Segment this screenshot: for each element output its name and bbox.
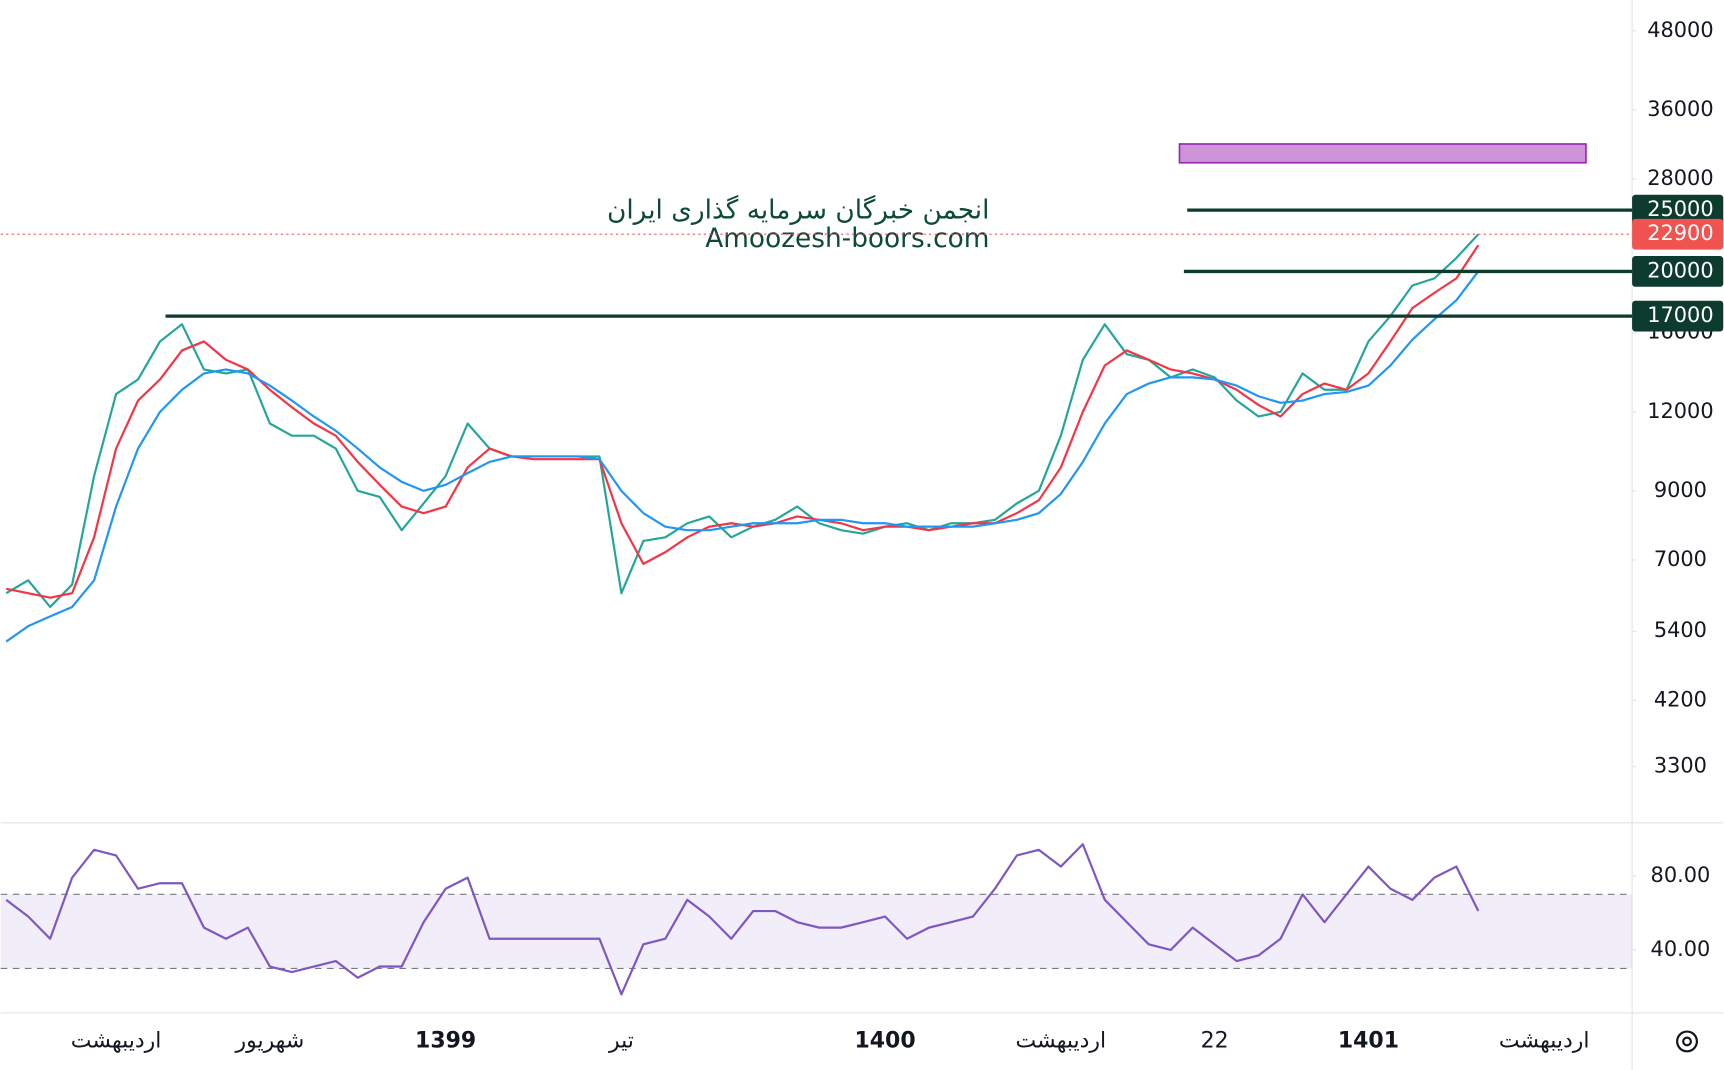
level-label: 25000 (1647, 197, 1713, 221)
series-line (5, 233, 1480, 609)
rsi-band (0, 894, 1633, 969)
level-label-box (1632, 194, 1724, 226)
gear-hub[interactable] (1682, 1036, 1692, 1047)
y-tick-label: 4200 (1654, 687, 1707, 711)
x-tick-label: اردیبهشت (1016, 1028, 1107, 1053)
series-line (5, 270, 1480, 643)
y-tick-label: 40.00 (1651, 937, 1711, 961)
y-tick-label: 80.00 (1651, 863, 1711, 887)
y-tick-label: 9000 (1654, 478, 1707, 502)
y-tick-label: 3300 (1654, 754, 1707, 778)
last-price-box (1632, 218, 1724, 250)
y-tick-label: 28000 (1647, 166, 1713, 190)
series-line (5, 843, 1480, 996)
y-tick-label: 7000 (1654, 547, 1707, 571)
level-label-box (1632, 300, 1724, 332)
x-tick-label: 1400 (854, 1028, 915, 1053)
x-tick-label: شهریور (235, 1028, 305, 1053)
x-tick-label: 1399 (415, 1028, 476, 1053)
watermark: Amoozesh-boors.com (705, 224, 989, 254)
level-label-box (1632, 256, 1724, 287)
last-price-label: 22900 (1647, 221, 1713, 245)
y-tick-label: 48000 (1647, 18, 1713, 42)
x-tick-label: اردیبهشت (71, 1028, 162, 1053)
y-tick-label: 12000 (1647, 399, 1713, 423)
x-tick-label: 22 (1201, 1028, 1229, 1053)
settings-icon[interactable] (1676, 1030, 1699, 1053)
gear-ring[interactable] (1676, 1030, 1699, 1053)
watermark: انجمن خبرگان سرمایه گذاری ایران (607, 194, 989, 225)
y-tick-label: 5400 (1654, 618, 1707, 642)
x-tick-label: اردیبهشت (1499, 1028, 1590, 1053)
x-tick-label: تیر (608, 1028, 634, 1053)
level-label: 17000 (1647, 303, 1713, 327)
y-tick-label: 36000 (1647, 97, 1713, 121)
level-label: 20000 (1647, 258, 1713, 282)
x-tick-label: 1401 (1338, 1028, 1399, 1053)
target-zone (1178, 143, 1587, 164)
